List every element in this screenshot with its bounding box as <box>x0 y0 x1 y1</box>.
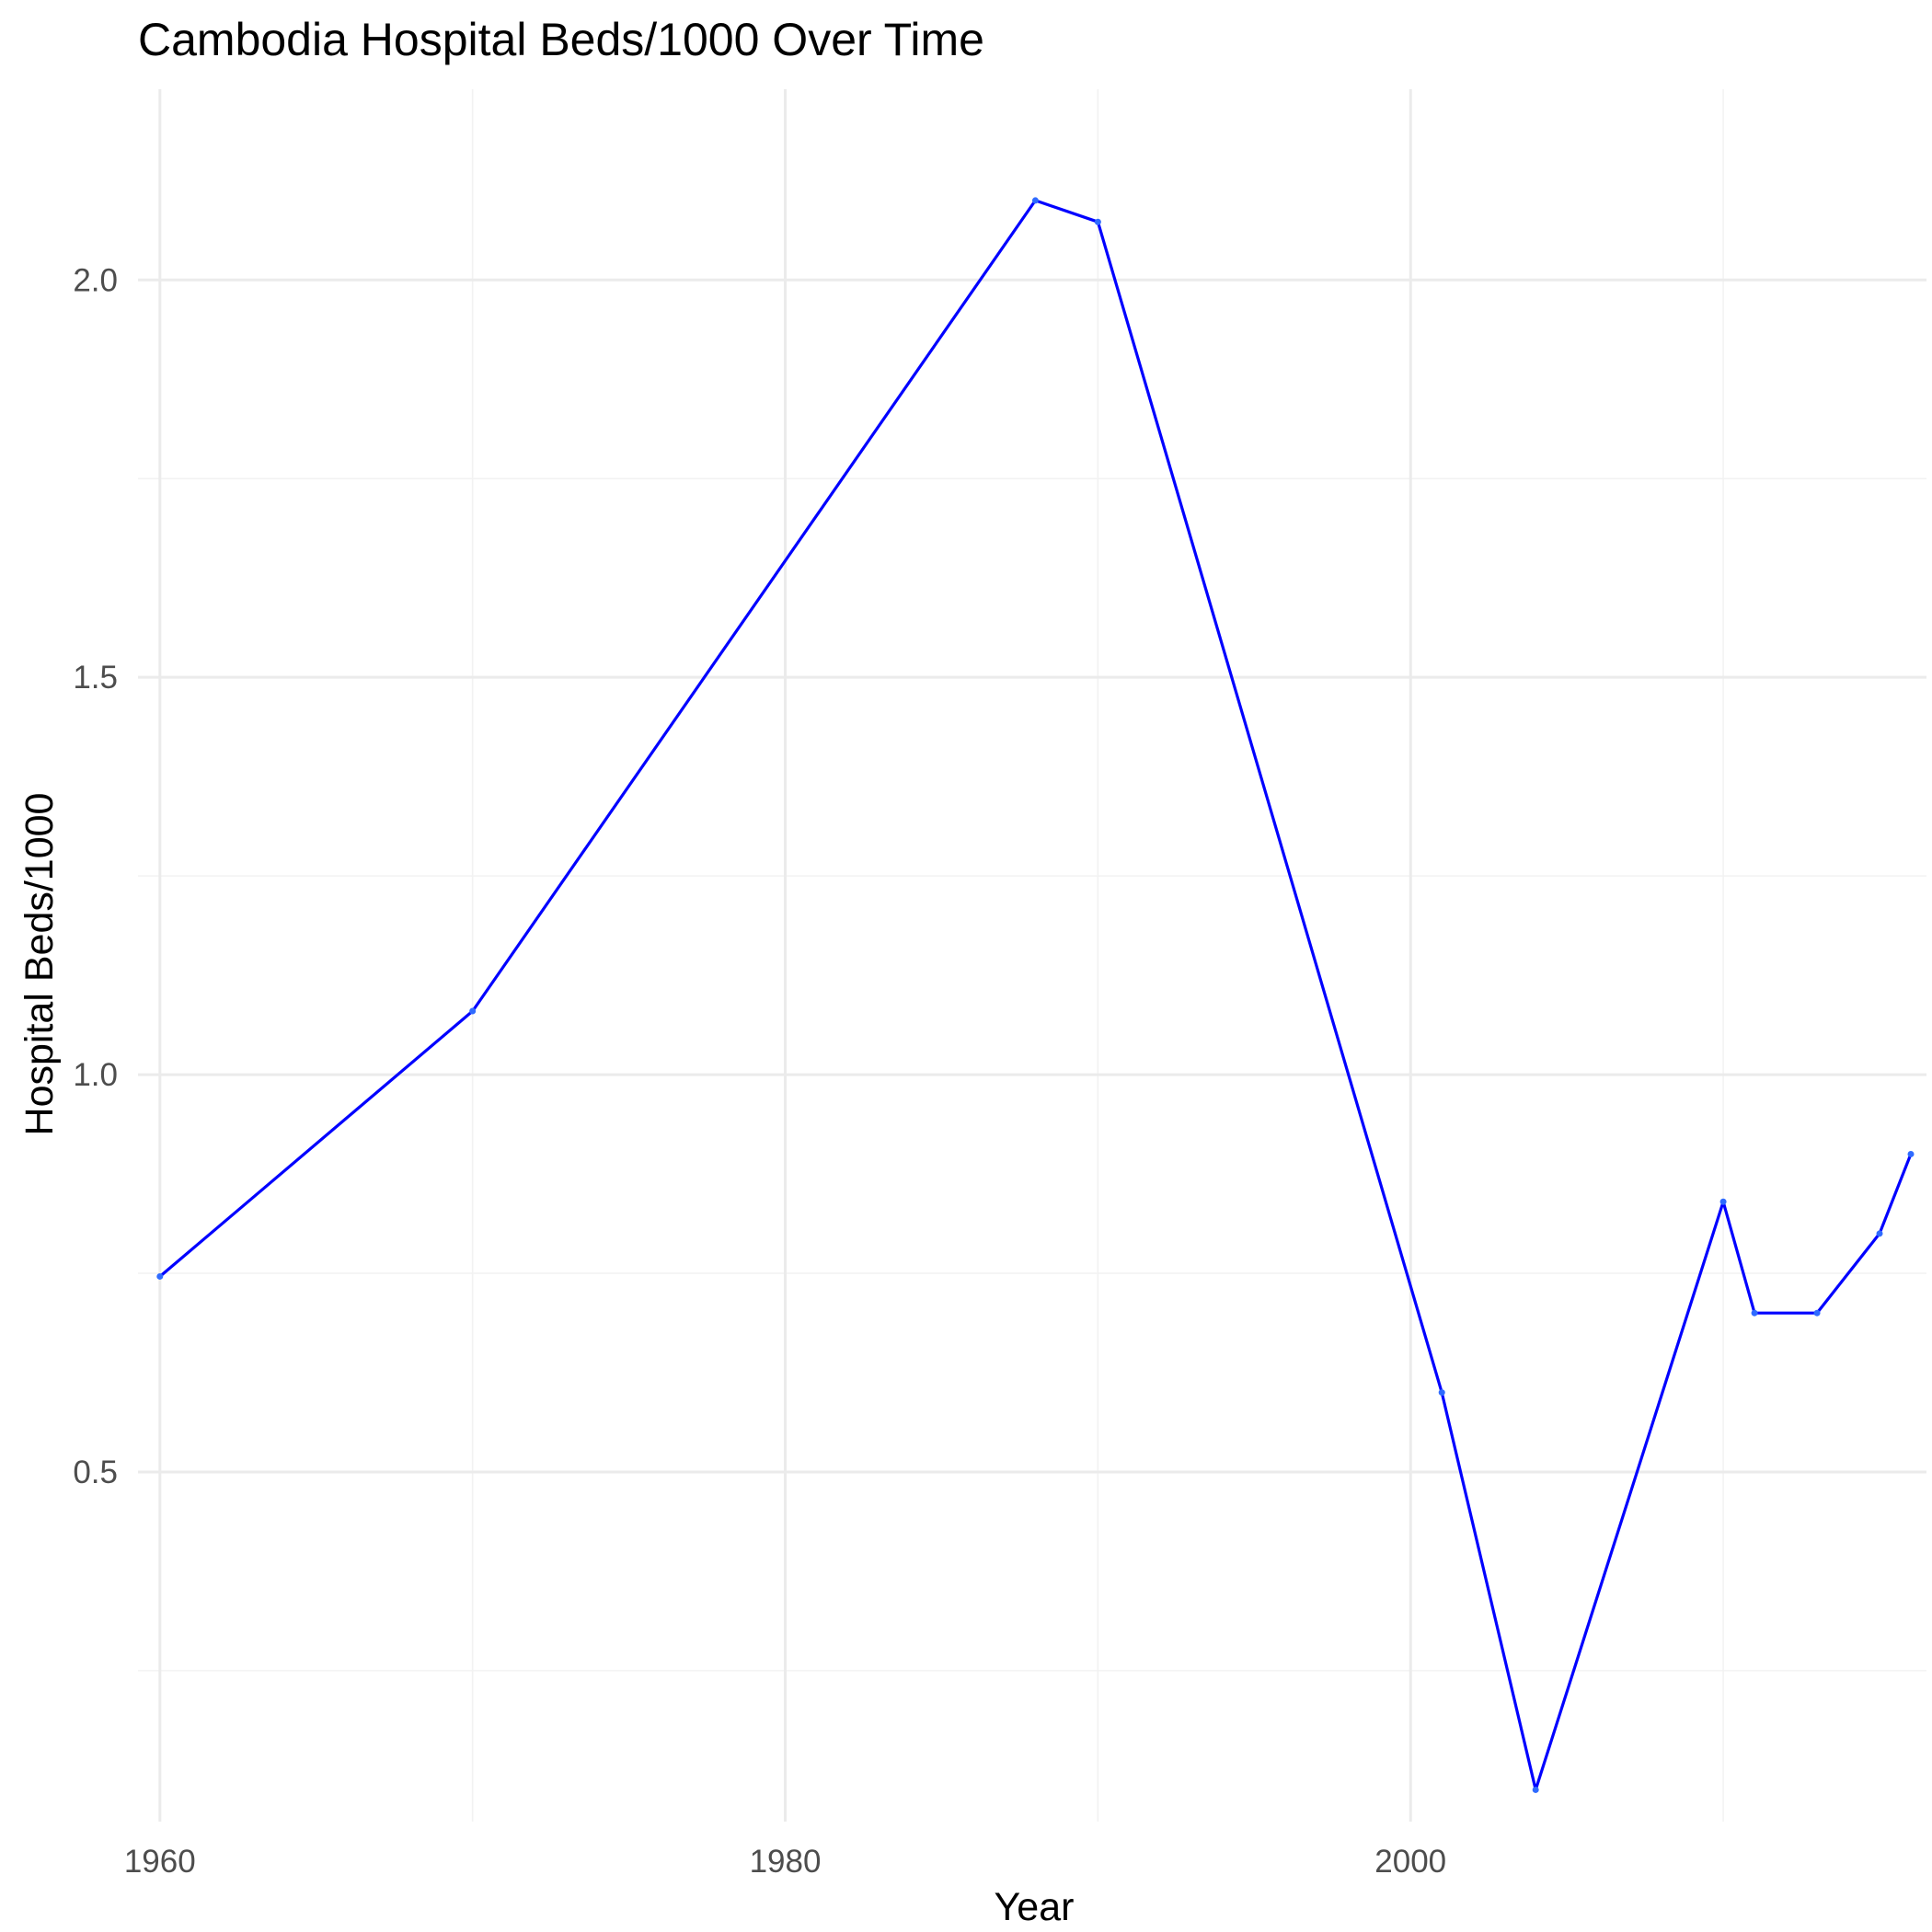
data-point <box>156 1272 164 1280</box>
x-axis-title: Year <box>995 1885 1075 1929</box>
data-point <box>1031 197 1039 204</box>
y-tick-label: 2.0 <box>73 262 118 298</box>
x-tick-label: 2000 <box>1374 1844 1446 1880</box>
y-tick-label: 0.5 <box>73 1455 118 1490</box>
data-point <box>1876 1230 1883 1237</box>
y-axis-title: Hospital Beds/1000 <box>17 793 62 1136</box>
data-point <box>1813 1309 1821 1317</box>
grid-layer <box>138 89 1926 1822</box>
data-point <box>469 1007 477 1015</box>
data-point <box>1094 218 1101 225</box>
data-point <box>1751 1309 1758 1317</box>
x-tick-label: 1980 <box>750 1844 822 1880</box>
data-point <box>1719 1198 1727 1205</box>
tick-label-layer: 1960 1980 2000 0.5 1.0 1.5 2.0 <box>73 262 1446 1880</box>
series-layer <box>156 197 1915 1793</box>
data-point <box>1438 1389 1445 1397</box>
y-tick-label: 1.0 <box>73 1057 118 1093</box>
data-point <box>1907 1150 1915 1157</box>
data-point <box>1532 1786 1539 1793</box>
y-tick-label: 1.5 <box>73 660 118 696</box>
series-line <box>158 199 1913 1792</box>
x-tick-label: 1960 <box>124 1844 196 1880</box>
chart-title: Cambodia Hospital Beds/1000 Over Time <box>138 14 984 65</box>
